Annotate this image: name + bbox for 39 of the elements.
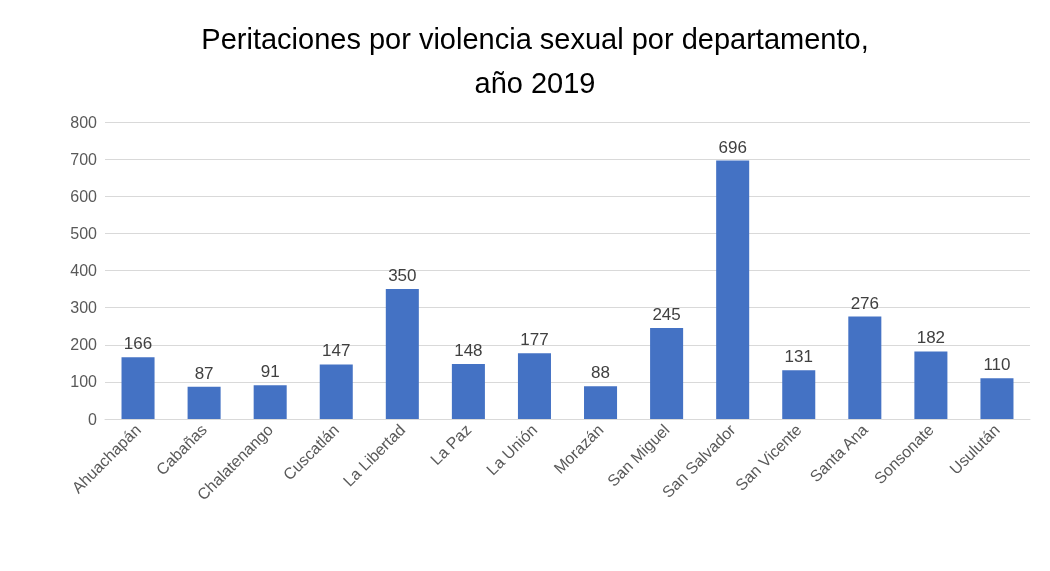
bar bbox=[451, 364, 485, 419]
data-label: 88 bbox=[591, 363, 610, 383]
bar bbox=[121, 357, 155, 419]
bar bbox=[187, 386, 221, 419]
y-tick-label: 100 bbox=[70, 373, 98, 391]
data-label: 147 bbox=[322, 341, 351, 361]
bar bbox=[848, 316, 882, 419]
data-label: 245 bbox=[652, 305, 681, 325]
data-label: 131 bbox=[784, 347, 813, 367]
bar bbox=[914, 351, 948, 419]
data-label: 182 bbox=[916, 328, 946, 348]
y-tick-label: 700 bbox=[70, 150, 98, 168]
bar bbox=[253, 385, 287, 419]
y-tick-label: 400 bbox=[70, 262, 98, 279]
data-label: 276 bbox=[850, 293, 880, 313]
y-tick-label: 600 bbox=[70, 187, 98, 205]
y-tick-label: 0 bbox=[88, 410, 98, 428]
y-tick-label: 500 bbox=[70, 224, 98, 242]
bar bbox=[980, 378, 1014, 419]
bar bbox=[716, 160, 750, 419]
x-tick-label: La Paz bbox=[427, 420, 475, 469]
bar bbox=[385, 289, 419, 419]
y-tick-label: 800 bbox=[70, 113, 98, 131]
data-label: 110 bbox=[983, 355, 1011, 375]
data-label: 148 bbox=[454, 341, 483, 361]
data-label: 166 bbox=[123, 334, 153, 354]
bar bbox=[517, 353, 551, 419]
bar bbox=[782, 370, 816, 419]
data-label: 696 bbox=[718, 137, 747, 157]
y-tick-label: 200 bbox=[70, 336, 98, 354]
data-label: 91 bbox=[260, 362, 280, 382]
bar bbox=[650, 328, 684, 419]
y-tick-label: 300 bbox=[70, 299, 98, 317]
data-label: 177 bbox=[520, 330, 549, 350]
data-label: 87 bbox=[194, 363, 214, 383]
bar bbox=[584, 386, 618, 419]
chart-title: Peritaciones por violencia sexual por departamento, año 2019 bbox=[201, 23, 869, 99]
bar bbox=[319, 364, 353, 419]
data-label: 350 bbox=[388, 266, 417, 286]
